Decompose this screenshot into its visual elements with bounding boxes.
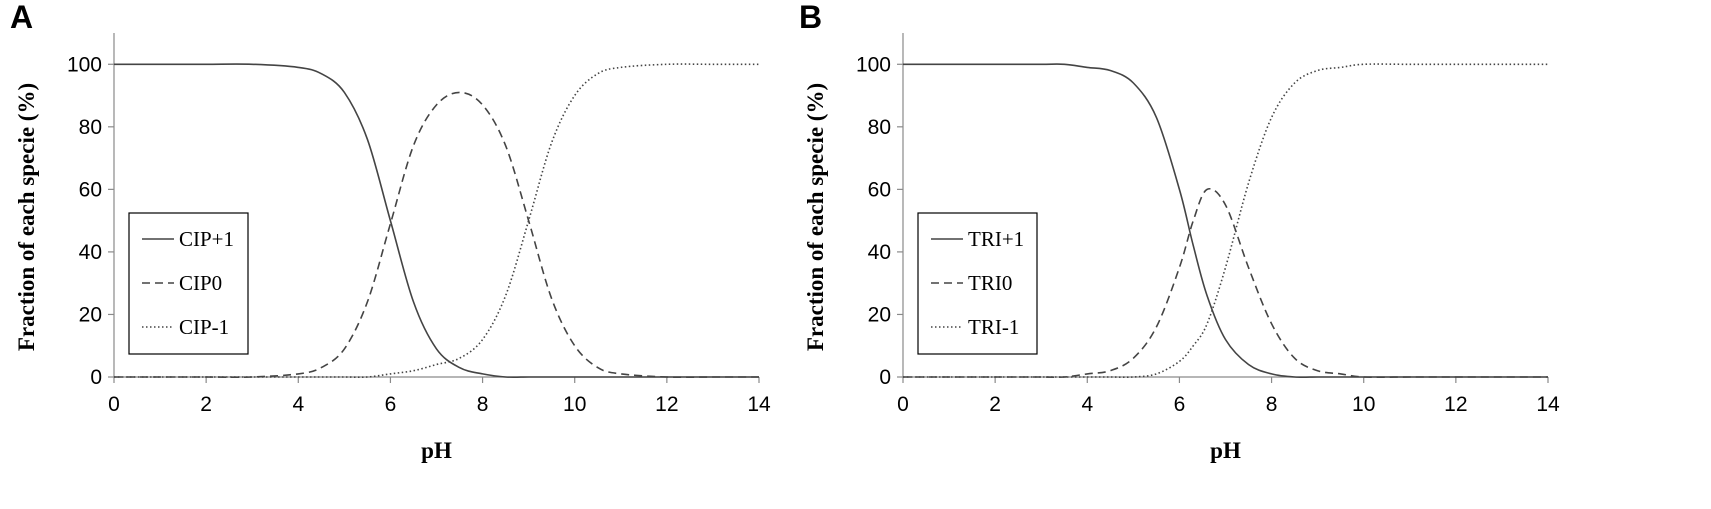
series-line-cip0 [114,91,759,379]
series-line-cip-1 [114,63,759,379]
legend: TRI+1 TRI0 TRI-1 [917,212,1038,355]
x-tick-label: 0 [108,393,120,416]
x-axis-title: pH [421,438,452,463]
legend: CIP+1 CIP0 CIP-1 [128,212,249,355]
y-tick-label: 20 [79,303,102,326]
y-tick-label: 20 [868,303,891,326]
y-tick-label: 40 [79,241,102,264]
legend-entry: CIP-1 [179,315,229,339]
x-tick-label: 6 [385,393,397,416]
legend-entry: CIP+1 [179,227,234,251]
y-tick-label: 100 [856,53,891,76]
x-tick-label: 10 [1352,393,1375,416]
legend-entry: TRI0 [968,271,1012,295]
y-tick-label: 0 [879,366,891,389]
y-tick-label: 60 [868,178,891,201]
x-tick-label: 2 [200,393,212,416]
y-axis-title: Fraction of each specie (%) [14,83,39,351]
x-tick-label: 8 [1266,393,1278,416]
x-tick-label: 2 [989,393,1001,416]
y-tick-label: 0 [90,366,102,389]
chart-panel-a: A 0 20 40 60 80 100 0 2 4 6 8 10 12 14 pH Fraction of ea… [10,0,771,463]
panel-label: A [10,0,33,35]
x-tick-label: 4 [1081,393,1093,416]
x-tick-label: 6 [1174,393,1186,416]
legend-entry: CIP0 [179,271,222,295]
y-tick-label: 80 [79,116,102,139]
y-tick-label: 100 [67,53,102,76]
series-line-tri-1 [902,63,1548,379]
x-tick-label: 12 [1444,393,1467,416]
x-tick-label: 14 [747,393,771,416]
series-line-cip-1 [113,63,759,379]
series-line-tri0 [903,187,1548,379]
legend-entry: TRI+1 [968,227,1024,251]
x-tick-label: 4 [292,393,304,416]
legend-entry: TRI-1 [968,315,1019,339]
y-tick-label: 60 [79,178,102,201]
x-tick-label: 10 [563,393,586,416]
y-axis-title: Fraction of each specie (%) [803,83,828,351]
chart-panel-b: B 0 20 40 60 80 100 0 2 4 6 8 10 12 14 pH Fraction of ea… [799,0,1560,463]
y-tick-label: 80 [868,116,891,139]
x-axis-title: pH [1210,438,1241,463]
y-tick-label: 40 [868,241,891,264]
x-tick-label: 12 [655,393,678,416]
panel-label: B [799,0,822,35]
series-line-tri-1 [903,63,1548,379]
x-tick-label: 14 [1536,393,1560,416]
x-tick-label: 0 [897,393,909,416]
x-tick-label: 8 [477,393,489,416]
legend-box [128,212,249,355]
